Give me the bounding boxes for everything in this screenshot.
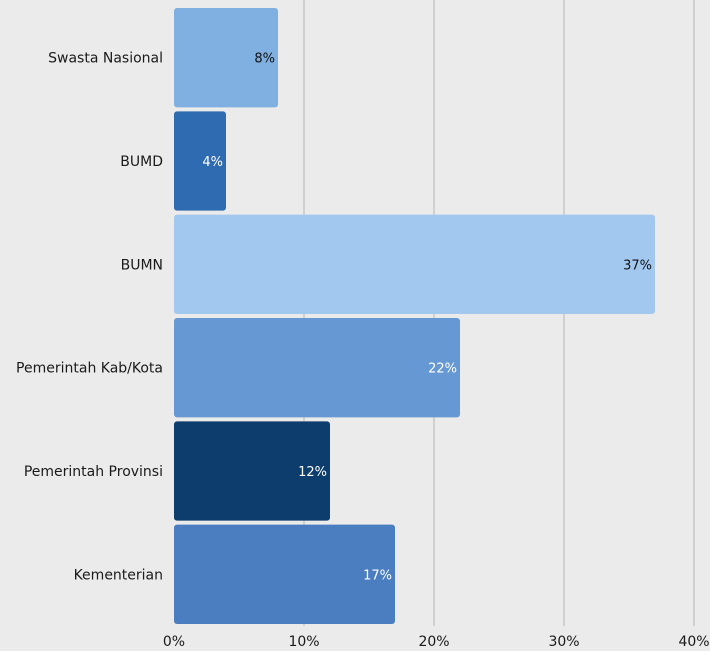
data-label: 17% (363, 568, 392, 583)
bar-bumn (174, 214, 655, 314)
x-tick-label: 20% (418, 634, 449, 650)
x-tick-label: 40% (678, 634, 709, 650)
bar-kementerian (174, 524, 395, 624)
bar-pemerintah-provinsi (174, 421, 330, 521)
data-label: 22% (428, 362, 457, 377)
data-label: 8% (254, 52, 275, 67)
data-label: 12% (298, 465, 327, 480)
bar-swasta-nasional (174, 8, 278, 108)
x-tick-label: 0% (163, 634, 185, 650)
x-tick-label: 30% (548, 634, 579, 650)
bar-bumd (174, 111, 226, 211)
x-tick-label: 10% (288, 634, 319, 650)
bar-pemerintah-kab-kota (174, 318, 460, 418)
category-label: Pemerintah Kab/Kota (16, 361, 163, 377)
category-label: BUMN (121, 257, 163, 273)
category-label: Swasta Nasional (48, 51, 163, 67)
bars (174, 8, 655, 624)
category-label: Kementerian (74, 567, 163, 583)
data-label: 37% (623, 258, 652, 273)
category-label: Pemerintah Provinsi (24, 464, 163, 480)
category-label: BUMD (120, 154, 163, 170)
labels: 0% 10% 20% 30% 40% Swasta Nasional 8% BUMD 4% BUM… (16, 51, 710, 650)
data-label: 4% (202, 155, 223, 170)
